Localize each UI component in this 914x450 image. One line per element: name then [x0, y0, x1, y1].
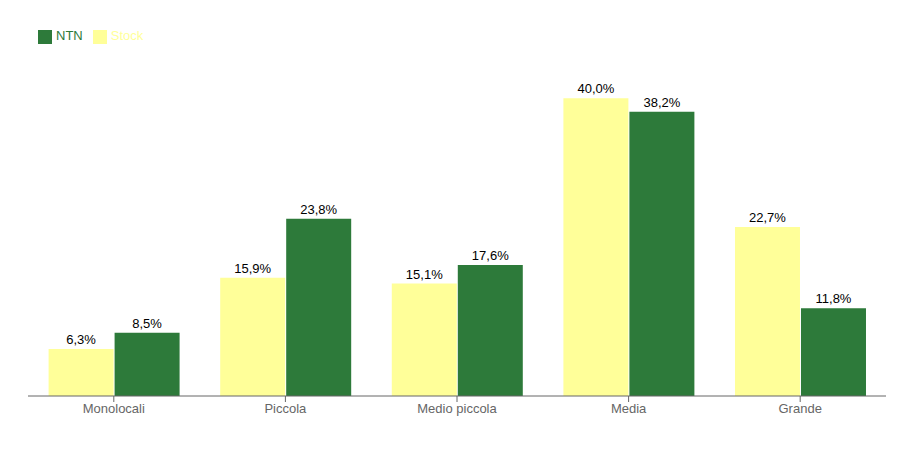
svg-text:Monolocali: Monolocali	[83, 401, 145, 416]
svg-text:15,1%: 15,1%	[406, 267, 443, 282]
svg-text:38,2%: 38,2%	[643, 95, 680, 110]
svg-text:Grande: Grande	[779, 401, 822, 416]
svg-text:Medio piccola: Medio piccola	[417, 401, 497, 416]
html-text:NTN: NTN	[56, 28, 83, 43]
svg-text:15,9%: 15,9%	[234, 261, 271, 276]
svg-text:17,6%: 17,6%	[472, 248, 509, 263]
svg-text:8,5%: 8,5%	[132, 316, 162, 331]
html-text:Stock: Stock	[110, 28, 144, 43]
svg-text:23,8%: 23,8%	[300, 202, 337, 217]
svg-text:Piccola: Piccola	[264, 401, 307, 416]
svg-text:11,8%: 11,8%	[816, 291, 852, 306]
svg-text:Media: Media	[611, 401, 647, 416]
svg-text:22,7%: 22,7%	[749, 210, 786, 225]
svg-text:40,0%: 40,0%	[577, 81, 614, 96]
svg-text:6,3%: 6,3%	[66, 332, 96, 347]
